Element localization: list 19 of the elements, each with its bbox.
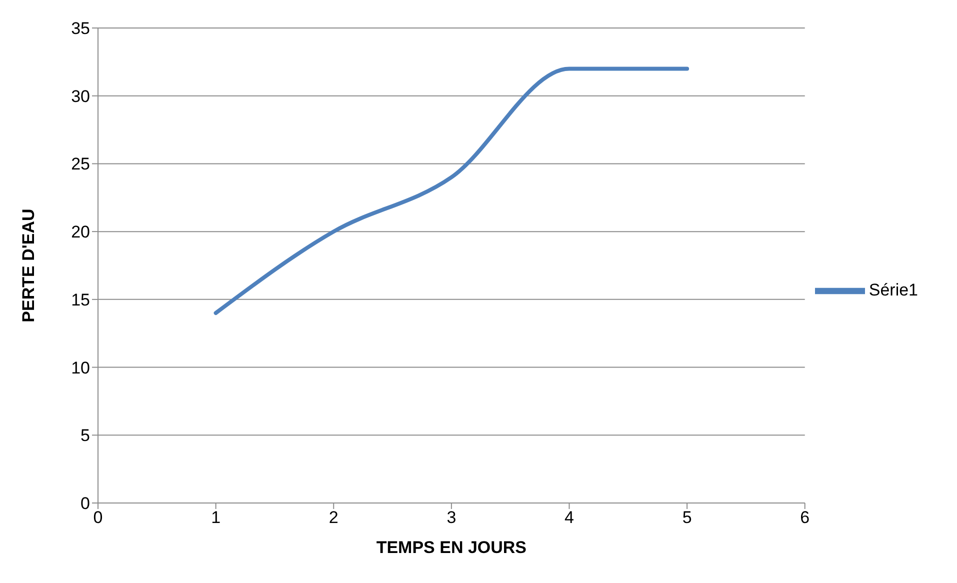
y-tick-label: 5 — [80, 426, 90, 446]
y-tick-label: 35 — [71, 19, 90, 38]
x-tick-label: 6 — [800, 508, 810, 528]
y-tick-label: 30 — [71, 86, 90, 106]
y-tick-label: 10 — [71, 358, 90, 378]
legend-label: Série1 — [868, 280, 918, 299]
x-tick-label: 4 — [564, 508, 574, 528]
x-tick-label: 2 — [328, 508, 338, 528]
x-axis-title: TEMPS EN JOURS — [376, 538, 527, 557]
line-series — [214, 66, 690, 315]
y-tick-label: 15 — [71, 290, 90, 310]
x-tick-label: 1 — [211, 508, 221, 528]
y-tick-label: 20 — [71, 222, 90, 242]
x-tick-label: 5 — [682, 508, 692, 528]
y-tick-label: 25 — [71, 154, 90, 174]
y-tick-label: 0 — [80, 494, 90, 514]
x-tick-label: 3 — [446, 508, 456, 528]
y-axis-title: PERTE D'EAU — [19, 208, 38, 322]
x-tick-label: 0 — [93, 508, 103, 528]
